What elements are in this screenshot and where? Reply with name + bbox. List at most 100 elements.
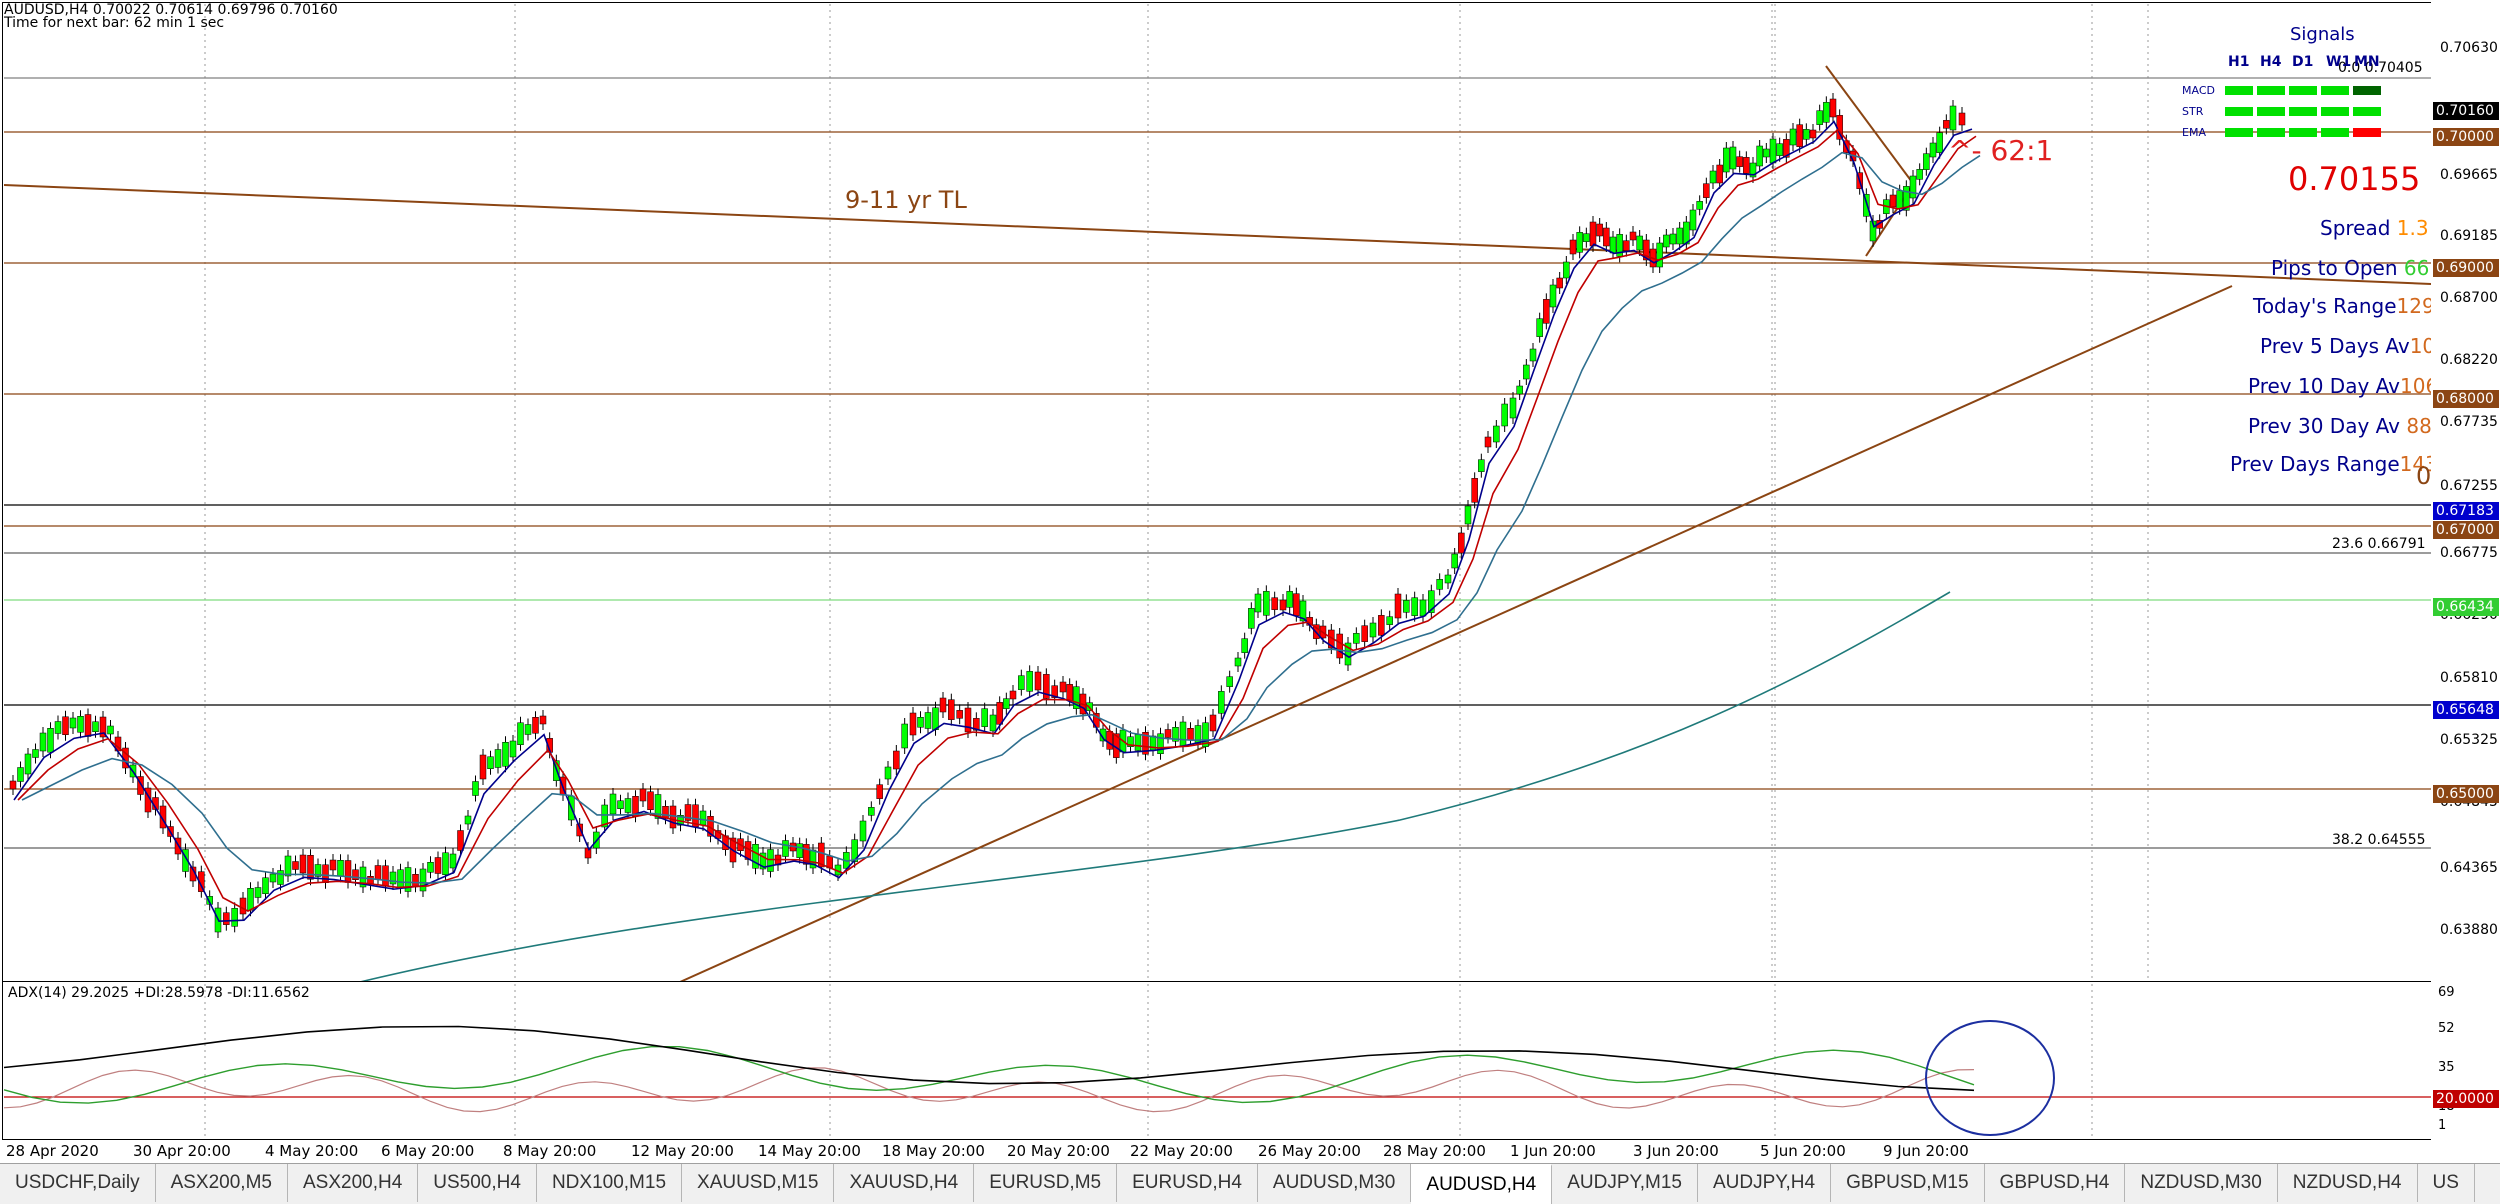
candle-body [1596,223,1603,237]
chart-tab[interactable]: EURUSD,M5 [974,1164,1118,1202]
candle-body [1729,146,1737,170]
candle-body [1458,532,1465,554]
spread-label: Spread [2320,216,2391,240]
candle-body [1234,657,1242,667]
candle-body [1809,129,1817,139]
signal-cell [2353,128,2381,137]
candle-body [1549,284,1557,308]
chart-tab[interactable]: NDX100,M15 [537,1164,683,1202]
candle-body [107,725,114,735]
time-label: 9 Jun 20:00 [1883,1142,1969,1160]
adx-axis-label: 1 [2438,1118,2447,1133]
prev30-label: Prev 30 Day Av [2248,414,2400,438]
adx-level-tag: 20.0000 [2433,1090,2499,1108]
prevdays-label: Prev Days Range [2230,452,2400,476]
range-row: Today's Range129 [2253,294,2435,318]
candle-body [893,750,900,770]
candle-body [1936,132,1943,153]
candle-body [99,716,107,738]
signal-cell [2225,107,2253,116]
chart-tab[interactable]: EURUSD,H4 [1117,1164,1258,1202]
time-label: 8 May 20:00 [503,1142,597,1160]
signal-timeframe: W1 [2326,54,2352,70]
candle-body [1789,128,1797,146]
candle-body [494,749,502,768]
candle-body [684,804,692,821]
chart-tab[interactable]: AUDUSD,M30 [1258,1164,1412,1202]
candle-body [1394,593,1402,619]
signals-title: Signals [2290,24,2355,45]
chart-tab[interactable]: GBPUSD,M15 [1831,1164,1985,1202]
chart-tab[interactable]: AUDUSD,H4 [1411,1164,1553,1204]
signal-cell [2289,86,2317,95]
candle-body [374,865,382,880]
chart-tab[interactable]: ASX200,M5 [156,1164,288,1202]
time-label: 6 May 20:00 [381,1142,475,1160]
candle-body [182,849,189,872]
chart-tab[interactable]: US [2418,1164,2475,1202]
signal-cell [2321,86,2349,95]
chart-tab[interactable]: NZDUSD,H4 [2278,1164,2418,1202]
wedge-upper [1825,65,1913,183]
candle-body [457,830,464,851]
candle-body [1829,98,1837,118]
candle-body [662,806,669,819]
candle-body [239,897,247,915]
candle-body [1218,691,1225,714]
candle-body [1209,714,1217,732]
candle-body [1142,732,1149,755]
candle-body [1134,734,1142,751]
chart-tab[interactable]: AUDJPY,H4 [1698,1164,1832,1202]
adx-frame[interactable] [2,981,2432,1140]
candle-body [479,754,487,780]
candle-body [1749,162,1757,178]
price-tag: 0.67183 [2433,502,2499,520]
candle-body [54,721,62,734]
signal-row-label: EMA [2182,126,2206,139]
candle-body [1656,242,1663,268]
candle-body [1411,597,1418,616]
candle-body [1464,505,1472,525]
candle-body [1696,201,1703,210]
chart-tab[interactable]: USDCHF,Daily [0,1164,156,1202]
candle-body [92,721,99,732]
candle-body [1776,143,1783,156]
candle-body [62,716,69,735]
candle-body [782,840,789,857]
time-label: 4 May 20:00 [265,1142,359,1160]
candle-body [851,839,858,862]
candle-body [434,857,442,874]
price-label: 0.68220 [2440,352,2498,368]
candle-body [939,697,947,713]
fib-label-0: 0.0 0.70405 [2338,60,2423,76]
candle-body [1059,681,1067,693]
signal-timeframe: MN [2354,54,2380,70]
chart-tab[interactable]: GBPUSD,H4 [1985,1164,2126,1202]
prev30-value: 88 [2406,414,2432,438]
candle-body [1279,599,1287,611]
price-axis[interactable] [2431,0,2500,1140]
candle-body [337,860,344,877]
candle-body [1663,234,1670,248]
candle-body [1769,138,1777,164]
chart-tab[interactable]: NZDUSD,M30 [2125,1164,2278,1202]
candle-body [1669,233,1677,245]
candle-body [1756,145,1763,167]
main-chart[interactable] [0,0,2432,982]
candle-body [1009,690,1017,700]
candle-body [1299,600,1307,622]
candle-body [669,805,677,829]
ema-200-line [359,591,1951,982]
candle-body [412,874,419,887]
chart-tab[interactable]: ASX200,H4 [288,1164,419,1202]
chart-tab[interactable]: XAUUSD,M15 [682,1164,835,1202]
candle-body [17,767,24,782]
chart-tab[interactable]: XAUUSD,H4 [834,1164,975,1202]
candle-body [1923,153,1930,170]
chart-tab[interactable]: US500,H4 [418,1164,537,1202]
chart-tab[interactable]: AUDJPY,M15 [1552,1164,1698,1202]
signal-cell [2321,128,2349,137]
candle-body [1516,385,1523,395]
candle-body [1736,156,1743,167]
candle-body [609,793,617,815]
